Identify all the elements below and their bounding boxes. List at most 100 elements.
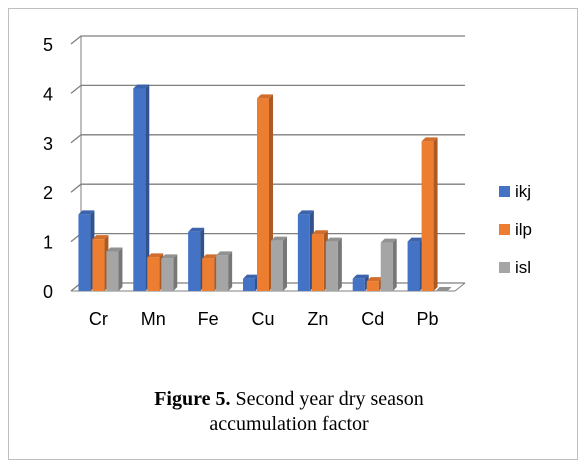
bar-top — [380, 238, 397, 243]
bar — [352, 274, 369, 291]
gridline — [70, 35, 465, 45]
bar-top — [106, 247, 123, 252]
bar-front — [325, 241, 338, 291]
caption-text: Second year dry season accumulation fact… — [209, 388, 424, 435]
legend-label: isl — [515, 258, 531, 277]
bar-front — [216, 255, 229, 291]
bar — [380, 238, 397, 291]
bar-side — [433, 137, 438, 291]
legend-item: ikj — [499, 182, 531, 201]
gridline — [70, 183, 465, 193]
bar — [188, 227, 205, 291]
bar-front — [92, 239, 105, 291]
bar — [311, 230, 328, 291]
x-axis-ticks: Cr Mn Fe Cu Zn Cd Pb — [89, 309, 439, 329]
bar-front — [297, 214, 310, 291]
bar-top — [435, 287, 452, 291]
x-tick-label: Cu — [251, 309, 274, 329]
bar — [421, 137, 438, 291]
y-tick-label: 2 — [43, 183, 53, 203]
legend: ikj ilp isl — [499, 182, 532, 277]
bar — [147, 253, 164, 291]
bar-top — [311, 230, 328, 235]
bar-chart: 0 1 2 3 4 5 Cr Mn Fe Cu Zn Cd Pb ikj ilp isl — [43, 35, 532, 329]
legend-label: ilp — [515, 220, 532, 239]
x-tick-label: Cr — [89, 309, 108, 329]
bar-top — [366, 277, 383, 282]
bar-front — [366, 281, 379, 291]
bar-front — [161, 258, 174, 291]
y-tick-label: 5 — [43, 35, 53, 55]
bar-top — [297, 210, 314, 215]
figure-caption: Figure 5. Second year dry season accumul… — [99, 387, 479, 437]
bar-top — [243, 274, 259, 279]
bar-front — [243, 278, 255, 291]
bars — [78, 84, 452, 292]
bar — [297, 210, 314, 291]
y-tick-label: 4 — [43, 84, 53, 104]
bar-top — [92, 235, 109, 240]
bar-top — [271, 236, 287, 241]
floor-edge-right — [454, 282, 466, 292]
caption-label: Figure 5. — [154, 388, 231, 410]
bar-side — [337, 237, 342, 291]
bar-side — [228, 251, 233, 291]
bar — [407, 237, 424, 291]
legend-item: ilp — [499, 220, 532, 239]
bar — [106, 247, 123, 291]
bar-side — [118, 247, 123, 291]
bar — [161, 254, 178, 291]
legend-swatch — [499, 262, 510, 273]
legend-item: isl — [499, 258, 531, 277]
bar-front — [407, 241, 420, 291]
bar-top — [78, 210, 95, 215]
bar-top — [352, 274, 369, 279]
bar — [216, 251, 233, 291]
bar-front — [106, 251, 119, 291]
bar — [271, 236, 287, 291]
y-tick-label: 3 — [43, 134, 53, 154]
legend-swatch — [499, 224, 510, 235]
bar-top — [257, 94, 273, 99]
bar-front — [202, 258, 215, 291]
bar-top — [421, 137, 438, 142]
bar-side — [392, 238, 397, 291]
bar — [202, 254, 219, 291]
bar-side — [173, 254, 178, 291]
bar-front — [421, 141, 434, 291]
bar-front — [133, 88, 146, 292]
bar-side — [283, 236, 287, 291]
bar — [366, 277, 383, 291]
bar — [78, 210, 95, 291]
bar-top — [188, 227, 205, 232]
bar — [133, 84, 150, 292]
bar-front — [78, 214, 91, 291]
y-tick-label: 0 — [43, 282, 53, 302]
bar-side — [145, 84, 150, 292]
bar-top — [161, 254, 178, 259]
x-tick-label: Mn — [141, 309, 166, 329]
gridline — [70, 84, 465, 94]
y-axis-ticks: 0 1 2 3 4 5 — [43, 35, 53, 302]
bar-front — [435, 291, 448, 292]
bar — [435, 287, 452, 292]
bar — [243, 274, 259, 291]
bar-front — [352, 278, 365, 291]
x-tick-label: Zn — [307, 309, 328, 329]
bar-top — [147, 253, 164, 258]
x-tick-label: Fe — [198, 309, 219, 329]
bar-top — [202, 254, 219, 259]
legend-label: ikj — [515, 182, 531, 201]
bar-front — [147, 257, 160, 291]
bar — [92, 235, 109, 291]
bar-front — [257, 98, 269, 291]
bar-front — [188, 231, 201, 291]
x-tick-label: Cd — [361, 309, 384, 329]
x-tick-label: Pb — [417, 309, 439, 329]
bar-front — [311, 234, 324, 291]
gridline — [70, 134, 465, 144]
legend-swatch — [499, 186, 510, 197]
bar — [257, 94, 273, 291]
chart-frame: 0 1 2 3 4 5 Cr Mn Fe Cu Zn Cd Pb ikj ilp isl Figure 5… — [8, 8, 578, 460]
bar-top — [325, 237, 342, 242]
